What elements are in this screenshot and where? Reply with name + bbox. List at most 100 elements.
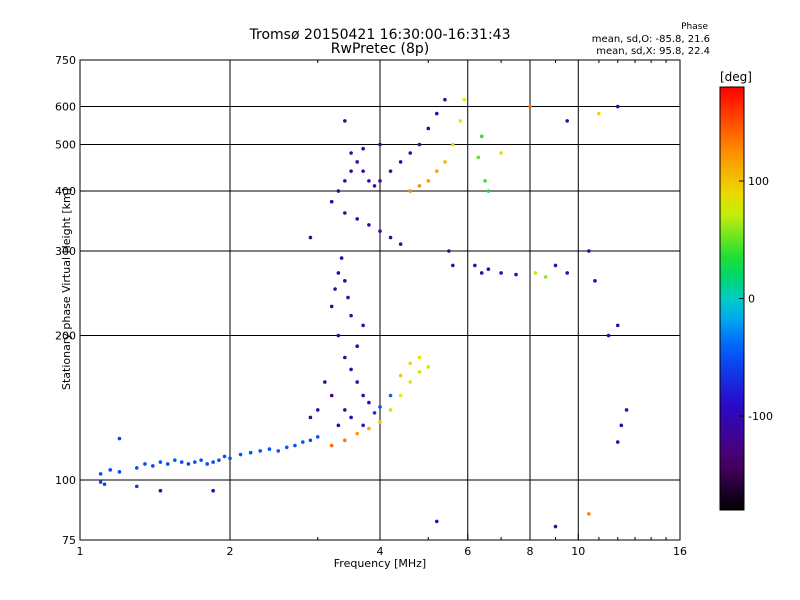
data-point	[355, 431, 359, 436]
data-point	[426, 126, 431, 131]
colorbar-tick-label: -100	[748, 410, 773, 423]
data-point	[308, 415, 313, 420]
data-point	[238, 452, 243, 457]
data-point	[343, 408, 347, 412]
data-point	[117, 470, 122, 474]
data-point	[434, 111, 439, 116]
x-tick-label: 8	[527, 545, 534, 558]
data-point	[179, 460, 184, 464]
data-point	[367, 223, 371, 227]
data-point	[173, 458, 177, 462]
data-point	[378, 229, 382, 233]
data-point	[361, 423, 365, 428]
x-tick-label: 6	[464, 545, 471, 558]
data-point	[117, 436, 122, 441]
data-point	[499, 271, 503, 275]
data-point	[346, 295, 350, 300]
data-point	[336, 271, 341, 275]
data-point	[343, 438, 347, 443]
data-point	[367, 179, 371, 183]
data-point	[284, 445, 289, 450]
data-point	[378, 405, 382, 409]
data-point	[367, 426, 371, 431]
data-point	[606, 333, 611, 338]
data-point	[315, 435, 320, 439]
data-point	[355, 344, 359, 349]
data-point	[543, 275, 548, 279]
data-point	[587, 512, 591, 516]
data-point	[565, 119, 569, 123]
colorbar-tick-label: 0	[748, 293, 755, 306]
data-point	[434, 519, 439, 524]
data-point	[355, 380, 359, 384]
data-point	[349, 313, 353, 318]
data-point	[98, 472, 103, 476]
data-point	[349, 151, 353, 155]
data-point	[355, 160, 359, 164]
data-point	[388, 235, 393, 240]
chart-subtitle: RwPretec (8p)	[330, 41, 430, 57]
data-point	[343, 179, 347, 183]
data-point	[473, 263, 477, 268]
data-point	[398, 242, 403, 246]
data-point	[199, 458, 203, 462]
data-point	[134, 466, 139, 470]
data-point	[158, 488, 163, 493]
data-point	[336, 423, 341, 428]
data-point	[587, 249, 591, 253]
data-point	[308, 438, 313, 443]
data-point	[151, 464, 155, 468]
data-point	[108, 468, 113, 472]
data-point	[211, 488, 215, 493]
data-point	[349, 367, 353, 372]
x-tick-label: 2	[227, 545, 234, 558]
data-point	[615, 323, 620, 328]
data-point	[349, 169, 353, 173]
data-point	[624, 408, 629, 412]
x-axis-label: Frequency [MHz]	[333, 557, 427, 570]
data-point	[258, 449, 263, 453]
data-point	[329, 304, 334, 309]
data-point	[451, 142, 455, 147]
data-point	[339, 256, 344, 260]
data-point	[378, 142, 382, 147]
data-point	[267, 447, 272, 451]
data-point	[378, 179, 382, 183]
data-point	[426, 179, 431, 183]
data-point	[443, 97, 447, 102]
data-point	[367, 400, 371, 405]
x-tick-label: 4	[377, 545, 384, 558]
data-point	[398, 160, 403, 164]
data-point	[462, 97, 466, 102]
data-point	[479, 271, 484, 275]
data-point	[361, 393, 365, 398]
data-point	[479, 134, 484, 139]
data-point	[398, 373, 403, 378]
phase-stats-header: Phase	[681, 22, 708, 32]
data-point	[158, 460, 163, 464]
data-point	[308, 235, 313, 240]
data-point	[426, 365, 431, 369]
y-tick-label: 500	[55, 139, 76, 152]
data-point	[499, 151, 503, 155]
data-point	[143, 462, 147, 466]
data-point	[398, 393, 403, 398]
data-point	[417, 142, 422, 147]
data-point	[361, 323, 365, 328]
data-point	[417, 370, 422, 374]
data-point	[134, 484, 139, 489]
data-point	[211, 460, 215, 464]
data-point	[486, 267, 491, 271]
data-point	[451, 263, 455, 268]
data-point	[228, 456, 232, 461]
data-point	[597, 111, 601, 116]
data-point	[378, 420, 382, 424]
phase-stats-o-mode: mean, sd,O: -85.8, 21.6	[591, 34, 710, 45]
y-tick-label: 300	[55, 245, 76, 258]
data-point	[293, 443, 297, 448]
data-point	[408, 189, 413, 193]
data-point	[343, 279, 347, 283]
data-point	[329, 393, 334, 398]
data-point	[276, 449, 281, 453]
